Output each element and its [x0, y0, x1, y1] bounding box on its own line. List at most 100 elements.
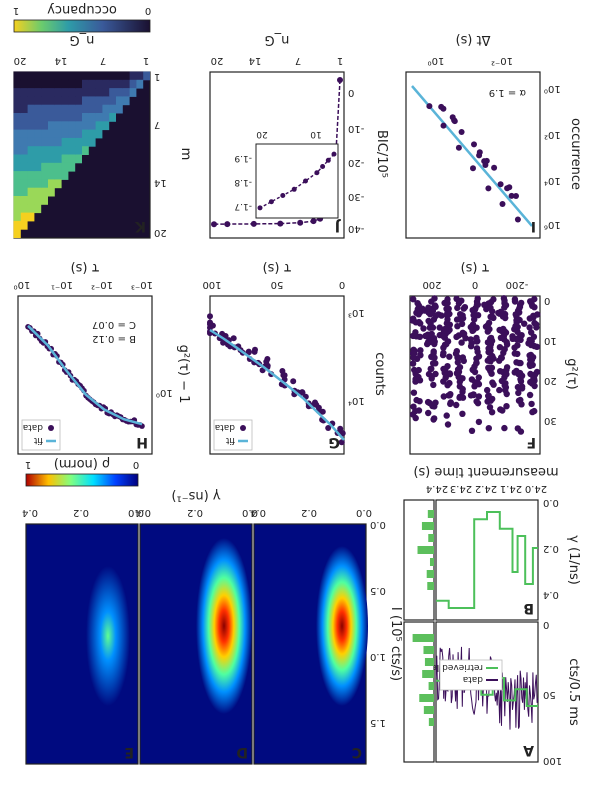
panel-k-cell	[13, 229, 21, 238]
panel-g-point	[337, 425, 344, 432]
panel-f-point	[497, 308, 505, 315]
panel-k-cell	[47, 71, 55, 81]
panel-k-ytick-1: 7	[154, 119, 160, 130]
panel-k-cell	[33, 187, 42, 197]
panel-k-cell	[67, 162, 76, 172]
panel-k-cell	[74, 154, 82, 164]
panel-k-cell	[27, 154, 35, 164]
panel-k-cell	[13, 129, 21, 139]
panel-f-point	[518, 385, 526, 392]
panel-f-point	[496, 386, 503, 394]
panel-f-point	[487, 335, 494, 342]
panel-b-xtick-2: 24.2	[475, 483, 497, 494]
panel-f-point	[503, 390, 510, 398]
panel-k-cell	[20, 212, 28, 222]
panel-k-cell	[101, 104, 110, 114]
panel-f-point	[498, 354, 505, 361]
panel-g-legend-box	[213, 419, 253, 451]
panel-f-point	[514, 342, 521, 349]
panel-k-cell	[13, 79, 21, 89]
panel-f-point	[470, 391, 477, 399]
panel-k-cell	[61, 104, 69, 114]
panel-i-point	[506, 184, 513, 191]
panel-a-hist-bar	[422, 670, 434, 678]
panel-f-point	[514, 425, 521, 432]
panel-k-cell	[13, 154, 21, 164]
panel-k-cell	[13, 121, 21, 131]
panel-k-cell	[88, 129, 96, 139]
panel-k-cell	[20, 129, 28, 139]
panel-f-point	[511, 296, 519, 303]
panel-k-cell	[20, 196, 28, 205]
panel-i-points	[426, 103, 521, 223]
panel-k-cell	[61, 171, 69, 180]
panel-k-cell	[13, 71, 21, 81]
panel-h-xtick-2: 10⁻¹	[51, 279, 73, 290]
panel-k-cell	[54, 171, 62, 180]
panel-k-cell	[54, 71, 62, 81]
panel-k-cell	[13, 212, 21, 222]
panel-i-point	[476, 152, 483, 159]
panel-f-point	[500, 325, 507, 333]
panel-f-ytick-1: 10	[544, 335, 557, 346]
panel-b-xtick-1: 24.1	[500, 483, 522, 494]
panel-g-point	[325, 425, 332, 431]
panel-j-ytick-0: -40	[348, 223, 364, 234]
panel-j-xtick-0: 1	[337, 55, 343, 66]
panel-k-xtick-1: 7	[100, 55, 106, 66]
panel-g-legend-data: data	[215, 422, 235, 432]
panel-k-cell	[61, 113, 69, 122]
panel-a-ytick-50: 50	[543, 689, 556, 700]
panel-k-cell	[81, 121, 89, 131]
panel-g-point	[338, 439, 345, 446]
panel-b-levels-trace	[436, 511, 538, 609]
panel-f-point	[416, 333, 424, 340]
panel-k-letter: K	[134, 218, 146, 234]
panel-k-cell	[47, 162, 55, 172]
panel-k-cell	[135, 71, 144, 81]
panel-f-point	[490, 296, 497, 303]
panel-f-point	[420, 325, 427, 332]
panel-f-point	[503, 403, 510, 410]
panel-k-cell	[40, 171, 48, 180]
panel-k-cell	[33, 204, 42, 214]
panel-k-cell	[81, 137, 89, 147]
panel-j-inset-point	[303, 178, 308, 184]
panel-f-point	[482, 323, 490, 330]
panel-f-point	[511, 350, 518, 357]
panel-k-cell	[20, 71, 28, 81]
panel-k-cell	[20, 187, 28, 197]
panel-f-point	[415, 366, 422, 374]
panel-a-hist-bar	[412, 634, 434, 642]
panel-k-cell	[20, 204, 28, 214]
panel-j-ytick-2: -20	[348, 157, 364, 168]
panel-k-cell	[129, 71, 137, 81]
panel-f-point	[475, 381, 483, 388]
panel-e-letter: E	[124, 744, 134, 760]
panel-k-cell	[40, 154, 48, 164]
panel-k-cell	[47, 171, 55, 180]
panel-k-cell	[67, 88, 76, 97]
panel-f-xtick-2: 200	[422, 279, 441, 290]
panel-h-letter: H	[136, 434, 148, 450]
panel-f: F 0 10 20 30 g²(τ) -200 0 200 τ (s)	[409, 260, 579, 455]
panel-b-ytick-0: 0.0	[543, 497, 559, 508]
panel-k-cell	[40, 113, 48, 122]
panel-k-cell	[88, 137, 96, 147]
panel-k-cell	[81, 71, 89, 81]
panel-d: D	[139, 523, 253, 765]
panel-f-point	[528, 400, 535, 408]
panel-f-point	[432, 399, 439, 406]
panel-k-cell	[61, 121, 69, 131]
panel-g-letter: G	[329, 434, 341, 450]
panel-f-point	[516, 303, 524, 311]
panel-k-cell	[81, 146, 89, 155]
panel-f-point	[500, 295, 508, 302]
panel-f-point	[427, 311, 434, 318]
panel-h-ylabel: g²(τ) − 1	[176, 345, 191, 404]
panel-k-cbar-tick-1: 1	[13, 5, 19, 16]
cde-cbar-tick-0: 0	[133, 459, 139, 470]
panel-k-cell	[33, 104, 42, 114]
panel-f-xtick-0: -200	[506, 279, 529, 290]
panel-f-point	[467, 336, 474, 343]
